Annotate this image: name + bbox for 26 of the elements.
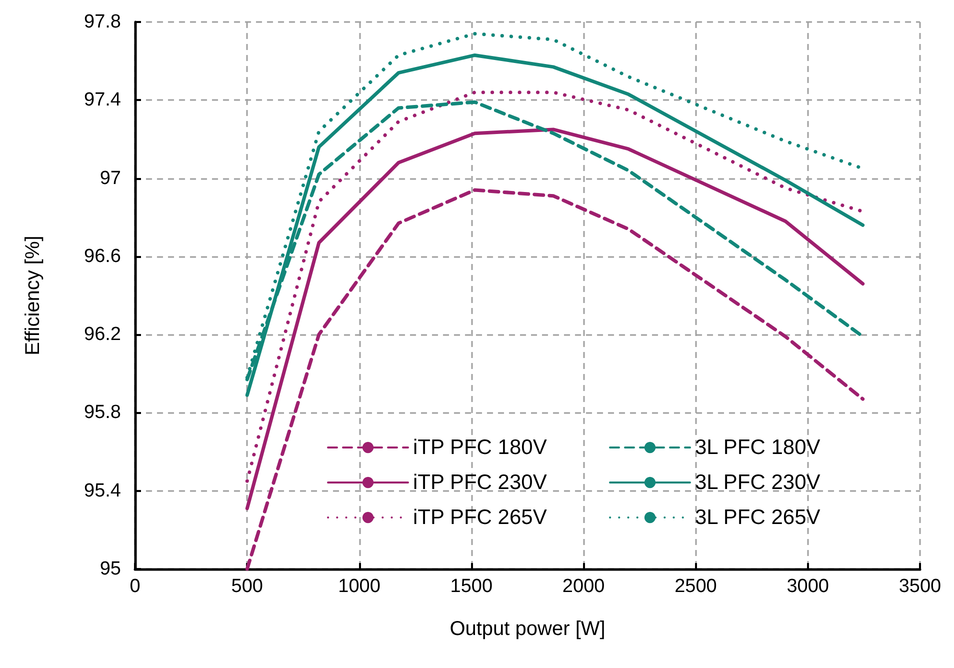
x-tick-label: 1500 [450,576,493,597]
x-axis-title: Output power [W] [450,618,606,640]
legend-label: iTP PFC 265V [413,506,547,529]
y-tick-label: 96.6 [84,246,121,267]
x-tick-label: 0 [130,576,140,597]
y-axis-title: Efficiency [%] [22,236,44,356]
y-tick-label: 95.4 [84,480,122,502]
x-tick-label: 3500 [898,576,942,597]
legend-label: 3L PFC 180V [695,436,820,459]
line-series [245,188,865,571]
x-tick-label: 3000 [786,576,829,597]
y-tick-label: 96.2 [84,324,121,346]
x-tick-label: 500 [231,576,263,597]
x-tick-label: 2500 [674,576,717,597]
y-tick-label: 97.8 [84,12,121,32]
y-tick-label: 95 [100,558,121,580]
legend-label: iTP PFC 180V [413,436,547,459]
legend-label: 3L PFC 265V [695,506,820,529]
x-tick-label: 2000 [562,576,605,597]
y-tick-label: 97 [100,168,121,189]
legend-label: iTP PFC 230V [413,471,547,494]
y-tick-label: 95.8 [84,402,121,424]
line-series [245,128,865,510]
legend-label: 3L PFC 230V [695,471,820,494]
x-tick-label: 1000 [338,576,380,597]
y-tick-label: 97.4 [84,90,122,111]
